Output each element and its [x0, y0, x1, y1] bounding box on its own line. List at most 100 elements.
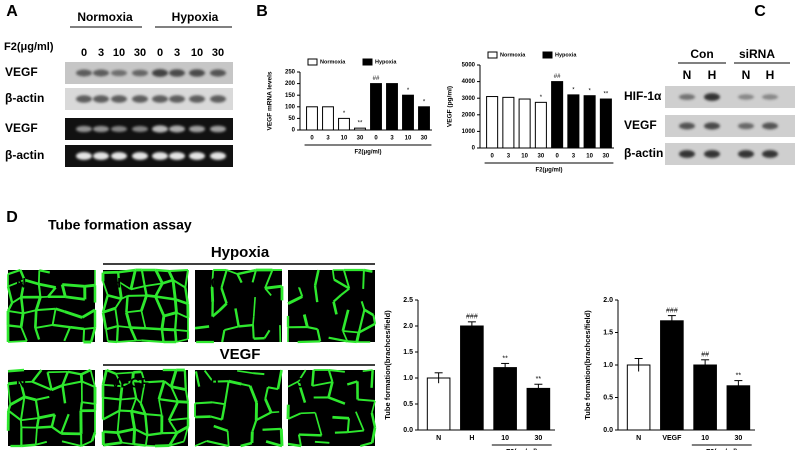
tube: [213, 424, 229, 432]
tube: [226, 430, 230, 447]
label: 50: [288, 116, 295, 122]
tube: [355, 411, 365, 431]
band: [679, 122, 695, 130]
label: *: [588, 88, 591, 94]
tube: [211, 309, 221, 318]
label: **: [536, 376, 542, 383]
band: [132, 95, 148, 103]
label: 10: [521, 154, 528, 160]
band: [93, 69, 109, 77]
tube: [255, 411, 272, 422]
bar: [567, 94, 580, 149]
blot: [665, 86, 795, 108]
band: [738, 122, 754, 130]
tube: [220, 287, 228, 304]
tube: [60, 413, 70, 434]
label: β-actin: [5, 148, 44, 162]
tube: [51, 308, 57, 326]
tube: [145, 413, 162, 417]
tube: [172, 279, 186, 289]
tube: [120, 397, 137, 401]
tube: [19, 396, 26, 421]
tube: [264, 398, 273, 413]
error-bar: [634, 358, 643, 372]
tube: [363, 268, 373, 273]
tube: [84, 326, 96, 330]
tube: [194, 401, 213, 405]
label: ##: [373, 76, 380, 82]
tube: [347, 429, 364, 434]
band: [132, 125, 148, 133]
tube: [176, 338, 189, 343]
label: F2(μg/ml): [535, 168, 562, 174]
tube: [61, 440, 82, 447]
tube: [370, 427, 377, 443]
label: *: [407, 88, 410, 94]
bar: [460, 325, 484, 431]
tube: [176, 425, 189, 435]
tube: [184, 287, 190, 304]
tube: [125, 295, 129, 313]
tube: [19, 279, 26, 298]
band: [169, 152, 185, 160]
label: 10: [203, 375, 219, 391]
tube: [69, 325, 85, 331]
label: 0: [310, 136, 314, 142]
bar: [551, 81, 564, 149]
tube: [312, 381, 333, 387]
label: 0: [374, 136, 378, 142]
band: [152, 95, 168, 103]
tube: [307, 326, 318, 331]
tube: [22, 309, 37, 315]
label: F2(μg/ml): [506, 449, 538, 450]
bar: [534, 101, 547, 149]
band: [169, 69, 185, 77]
label: 0.0: [403, 427, 413, 434]
band: [132, 152, 148, 160]
tube: [144, 380, 165, 384]
tube: [370, 412, 377, 428]
tube: [218, 302, 228, 312]
label: 3: [507, 154, 511, 160]
label: N: [16, 275, 26, 291]
tube: [35, 324, 53, 329]
tube: [117, 427, 135, 435]
tube: [121, 441, 134, 445]
label: 30: [296, 275, 312, 291]
tube: [271, 411, 280, 414]
tube: [103, 441, 122, 447]
bar: [322, 106, 334, 131]
tube: [80, 440, 93, 447]
tube: [24, 278, 40, 286]
tube: [313, 285, 319, 303]
tube: [167, 270, 175, 281]
label: 1.5: [403, 349, 413, 356]
tube: [102, 396, 121, 401]
tube: [346, 380, 358, 386]
label: 2.5: [403, 297, 413, 304]
tube: [169, 369, 178, 388]
tube: [60, 284, 67, 298]
tube: [147, 432, 162, 437]
tube: [328, 336, 348, 343]
tube: [168, 419, 178, 434]
label: 3: [390, 136, 394, 142]
tube: [116, 339, 137, 343]
tube: [144, 414, 149, 436]
tube: [117, 325, 131, 329]
error-bar: [701, 359, 710, 371]
tube: [342, 330, 349, 342]
bar: [599, 98, 612, 149]
tube: [176, 311, 189, 319]
bar: [583, 95, 596, 149]
tube: [116, 410, 121, 433]
label: **: [604, 92, 609, 98]
band: [738, 150, 754, 158]
tube: [7, 409, 22, 422]
bar: [486, 96, 499, 149]
band: [152, 152, 168, 160]
label: 3: [572, 154, 576, 160]
tube: [34, 399, 40, 419]
blot: [65, 62, 233, 84]
band: [93, 95, 109, 103]
